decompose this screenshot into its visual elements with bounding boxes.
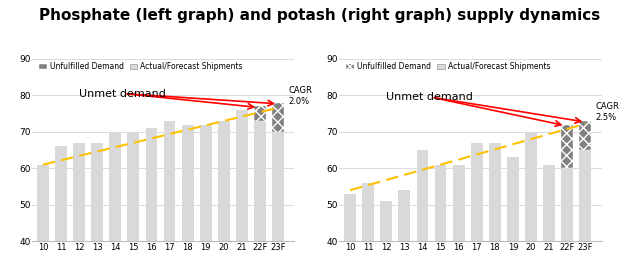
Bar [543,165,555,268]
Bar [55,146,67,268]
Text: Phosphate (left graph) and potash (right graph) supply dynamics: Phosphate (left graph) and potash (right… [40,8,600,23]
Bar [254,121,266,268]
Bar [109,132,121,268]
Bar [92,143,103,268]
Text: CAGR
2.0%: CAGR 2.0% [288,86,312,106]
Bar [507,157,519,268]
Bar [254,106,266,121]
Bar [489,143,500,268]
Bar [380,201,392,268]
Bar [37,165,49,268]
Bar [579,150,591,268]
Bar [127,132,140,268]
Bar [182,125,193,268]
Text: CAGR
2.5%: CAGR 2.5% [595,102,619,122]
Bar [399,190,410,268]
Bar [471,143,483,268]
Legend: Unfulfilled Demand, Actual/Forecast Shipments: Unfulfilled Demand, Actual/Forecast Ship… [36,59,246,74]
Bar [73,143,85,268]
Bar [272,103,284,132]
Legend: Unfulfilled Demand, Actual/Forecast Shipments: Unfulfilled Demand, Actual/Forecast Ship… [343,59,553,74]
Bar [164,121,175,268]
Bar [218,121,230,268]
Bar [561,168,573,268]
Bar [236,110,248,268]
Bar [561,125,573,168]
Bar [344,194,356,268]
Bar [200,125,212,268]
Bar [452,165,465,268]
Bar [362,183,374,268]
Text: Unmet demand: Unmet demand [387,92,473,102]
Bar [525,132,537,268]
Bar [435,165,447,268]
Bar [145,128,157,268]
Bar [417,150,428,268]
Text: Unmet demand: Unmet demand [79,89,166,99]
Bar [579,121,591,150]
Bar [272,132,284,268]
